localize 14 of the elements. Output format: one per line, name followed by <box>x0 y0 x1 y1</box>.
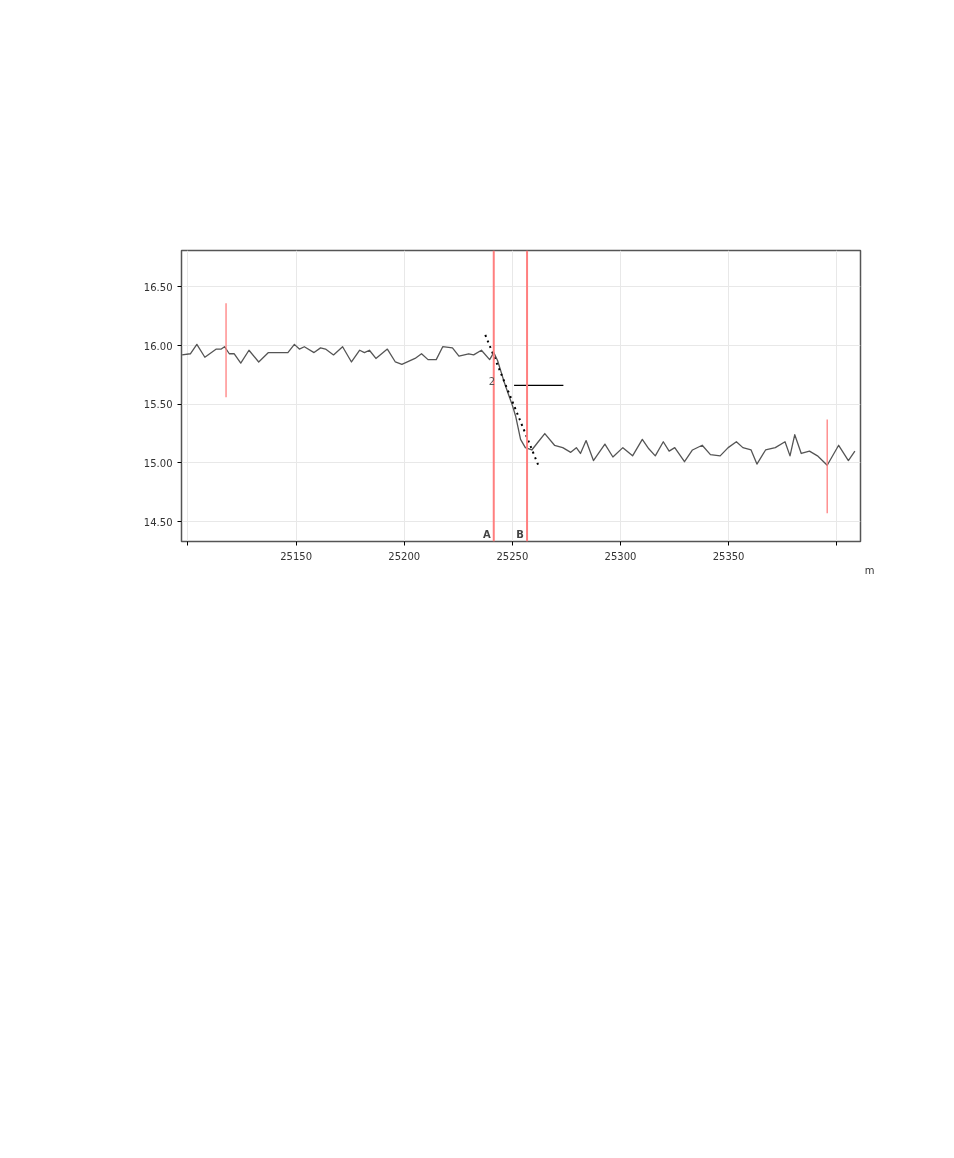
x-tick-label: 25200 <box>388 550 421 562</box>
ref-line-label: B <box>516 528 524 540</box>
x-axis-title: m <box>864 564 875 576</box>
annotation: 2 <box>488 375 495 387</box>
y-tick-label: 15.00 <box>143 457 173 469</box>
x-tick-label: 25300 <box>604 550 637 562</box>
y-tick-label: 16.50 <box>143 281 173 293</box>
x-tick-label: 25350 <box>712 550 745 562</box>
y-tick-label: 14.50 <box>143 516 173 528</box>
ref-line-label: A <box>482 528 491 540</box>
x-tick-label: 25250 <box>496 550 529 562</box>
y-tick-label: 16.00 <box>143 340 173 352</box>
x-tick-label: 25150 <box>280 550 313 562</box>
y-tick-label: 15.50 <box>143 399 173 411</box>
